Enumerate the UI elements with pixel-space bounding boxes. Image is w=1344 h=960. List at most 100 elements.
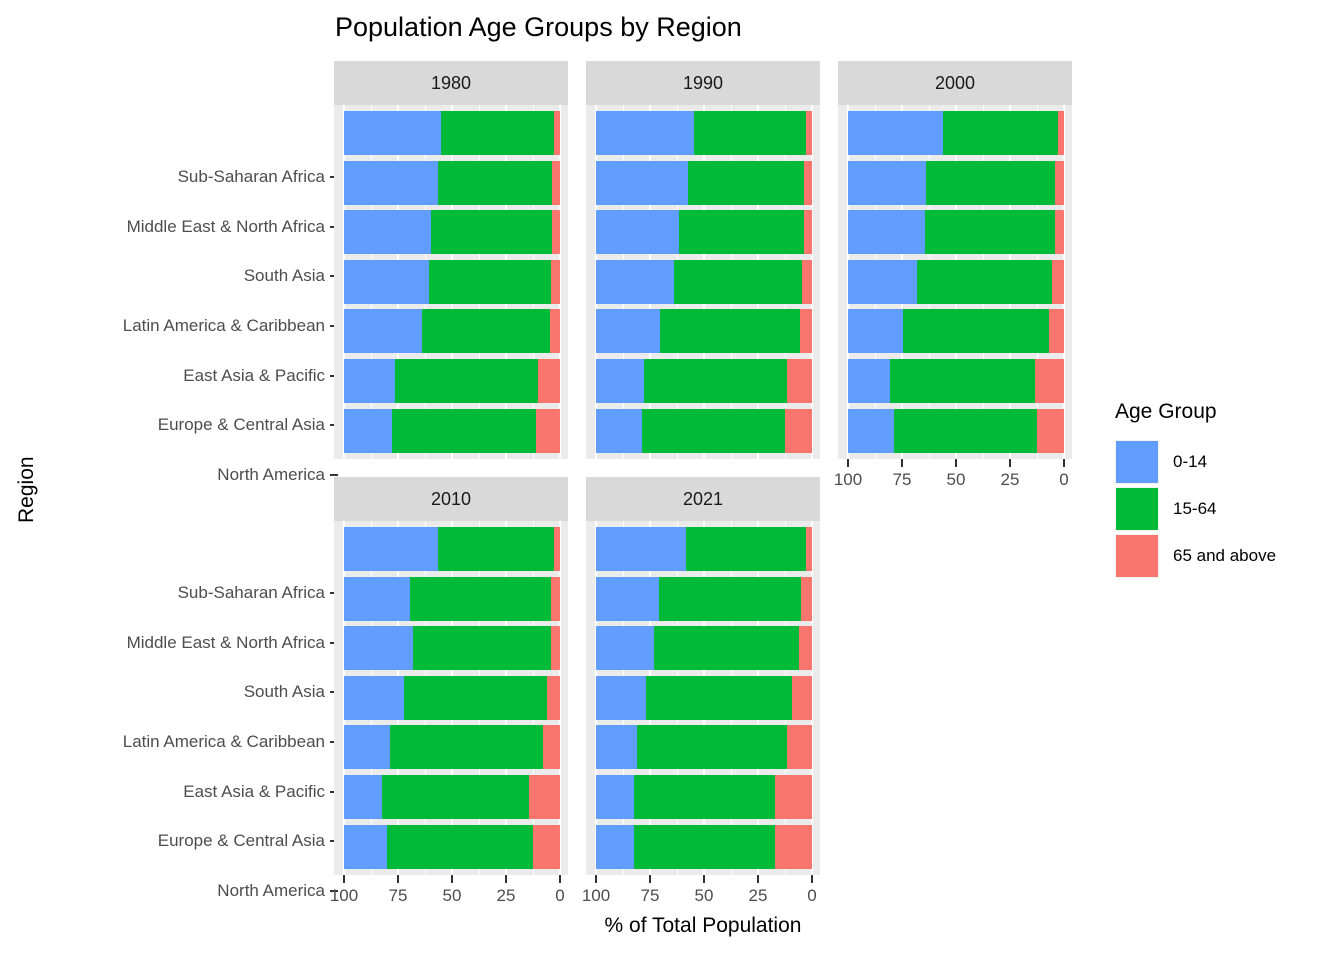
stacked-bar-2021 xyxy=(596,725,812,770)
region-label-row: South Asia xyxy=(0,670,338,714)
axis-tick-mark xyxy=(1063,459,1065,467)
major-gridline xyxy=(811,105,813,459)
legend-swatch-0-14 xyxy=(1115,440,1159,484)
bar-segment-65 and above xyxy=(791,675,812,720)
bar-segment-15-64 xyxy=(673,259,802,304)
stacked-bar-2000 xyxy=(848,160,1064,205)
region-label-row: Europe & Central Asia xyxy=(0,819,338,863)
major-gridline xyxy=(1063,105,1065,459)
stacked-bar-2021 xyxy=(596,576,812,621)
bar-segment-0-14 xyxy=(848,359,890,403)
bar-segment-15-64 xyxy=(637,725,787,770)
axis-tick-label: 100 xyxy=(329,886,359,905)
axis-tick-mark xyxy=(505,875,507,883)
bar-segment-0-14 xyxy=(344,259,430,304)
bar-segment-65 and above xyxy=(553,527,560,571)
stacked-bar-2000 xyxy=(848,309,1064,354)
major-gridline xyxy=(811,521,813,875)
stacked-bar-1990 xyxy=(596,408,812,453)
region-axis-labels-row2: Sub-Saharan Africa Middle East & North Af… xyxy=(0,565,338,919)
stacked-bar-2000 xyxy=(848,111,1064,155)
legend-item-15-64: 15-64 xyxy=(1115,487,1340,531)
stacked-bar-2010 xyxy=(344,675,560,720)
facet-1990: 1990 xyxy=(586,61,820,459)
axis-tick-mark xyxy=(847,459,849,467)
facet-2021: 2021 100 75 50 25 0 xyxy=(582,477,820,919)
stacked-bar-2021 xyxy=(596,775,812,819)
bar-segment-0-14 xyxy=(344,359,396,403)
major-gridline xyxy=(559,521,561,875)
bar-segment-0-14 xyxy=(344,408,393,453)
region-label-row: East Asia & Pacific xyxy=(0,354,338,398)
stacked-bar-2000 xyxy=(848,359,1064,403)
stacked-bar-2010 xyxy=(344,725,560,770)
bar-segment-0-14 xyxy=(596,160,689,205)
axis-tick-label: 75 xyxy=(640,886,660,905)
axis-tick-label: 25 xyxy=(496,886,516,905)
stacked-bar-1980 xyxy=(344,210,560,255)
axis-tick-label: 25 xyxy=(1000,470,1020,489)
stacked-bar-1980 xyxy=(344,111,560,155)
bar-segment-65 and above xyxy=(551,576,560,621)
stacked-bar-1990 xyxy=(596,160,812,205)
bar-segment-65 and above xyxy=(552,160,560,205)
bar-segment-0-14 xyxy=(848,309,904,354)
x-axis-title: % of Total Population xyxy=(604,914,802,937)
axis-tick-mark xyxy=(595,875,597,883)
bar-segment-65 and above xyxy=(546,675,560,720)
bar-segment-15-64 xyxy=(889,359,1036,403)
bar-segment-15-64 xyxy=(381,775,529,819)
bar-segment-0-14 xyxy=(344,626,414,671)
legend-swatch-65-and-above xyxy=(1115,534,1159,578)
stacked-bar-1980 xyxy=(344,408,560,453)
bar-segment-0-14 xyxy=(596,309,660,354)
axis-tick-label: 100 xyxy=(581,886,611,905)
legend-label: 0-14 xyxy=(1173,452,1208,471)
axis-tick-label: 100 xyxy=(833,470,863,489)
x-axis: 100 75 50 25 0 xyxy=(582,875,820,919)
bar-segment-65 and above xyxy=(542,725,560,770)
bar-segment-0-14 xyxy=(596,259,674,304)
facet-strip-label: 2021 xyxy=(586,477,820,521)
bar-segment-65 and above xyxy=(787,359,812,403)
axis-tick-mark xyxy=(343,875,345,883)
stacked-bar-1980 xyxy=(344,359,560,403)
bar-segment-65 and above xyxy=(1052,259,1064,304)
bar-segment-15-64 xyxy=(688,160,804,205)
bar-segment-15-64 xyxy=(685,527,806,571)
bar-segment-0-14 xyxy=(848,111,944,155)
bar-segment-15-64 xyxy=(659,309,800,354)
region-axis-labels-row1: Sub-Saharan Africa Middle East & North Af… xyxy=(0,149,338,503)
stacked-bar-2021 xyxy=(596,626,812,671)
facet-strip-label: 1980 xyxy=(334,61,568,105)
stacked-bar-1980 xyxy=(344,160,560,205)
region-label-row: North America xyxy=(0,869,338,913)
region-label: Europe & Central Asia xyxy=(157,831,325,851)
region-label: Latin America & Caribbean xyxy=(122,731,325,751)
legend-swatch-15-64 xyxy=(1115,487,1159,531)
facet-panel xyxy=(334,521,568,875)
bar-segment-0-14 xyxy=(344,824,387,869)
chart-title: Population Age Groups by Region xyxy=(335,12,742,42)
bar-segment-15-64 xyxy=(644,359,788,403)
region-label-row: Europe & Central Asia xyxy=(0,403,338,447)
region-label: South Asia xyxy=(243,682,325,702)
bar-segment-15-64 xyxy=(413,626,551,671)
bar-segment-65 and above xyxy=(1035,359,1064,403)
facet-strip-label: 1990 xyxy=(586,61,820,105)
stacked-bar-2010 xyxy=(344,527,560,571)
facet-panel xyxy=(838,105,1072,459)
facet-panel xyxy=(586,521,820,875)
bar-segment-65 and above xyxy=(550,259,560,304)
bar-segment-15-64 xyxy=(642,408,786,453)
bar-segment-0-14 xyxy=(344,160,438,205)
bar-segment-65 and above xyxy=(804,210,812,255)
bar-segment-65 and above xyxy=(552,210,560,255)
x-axis: 100 75 50 25 0 xyxy=(330,875,568,919)
bar-segment-15-64 xyxy=(925,210,1055,255)
stacked-bar-2010 xyxy=(344,576,560,621)
bar-segment-0-14 xyxy=(344,309,422,354)
facet-panel xyxy=(334,105,568,459)
bar-segment-15-64 xyxy=(926,160,1056,205)
